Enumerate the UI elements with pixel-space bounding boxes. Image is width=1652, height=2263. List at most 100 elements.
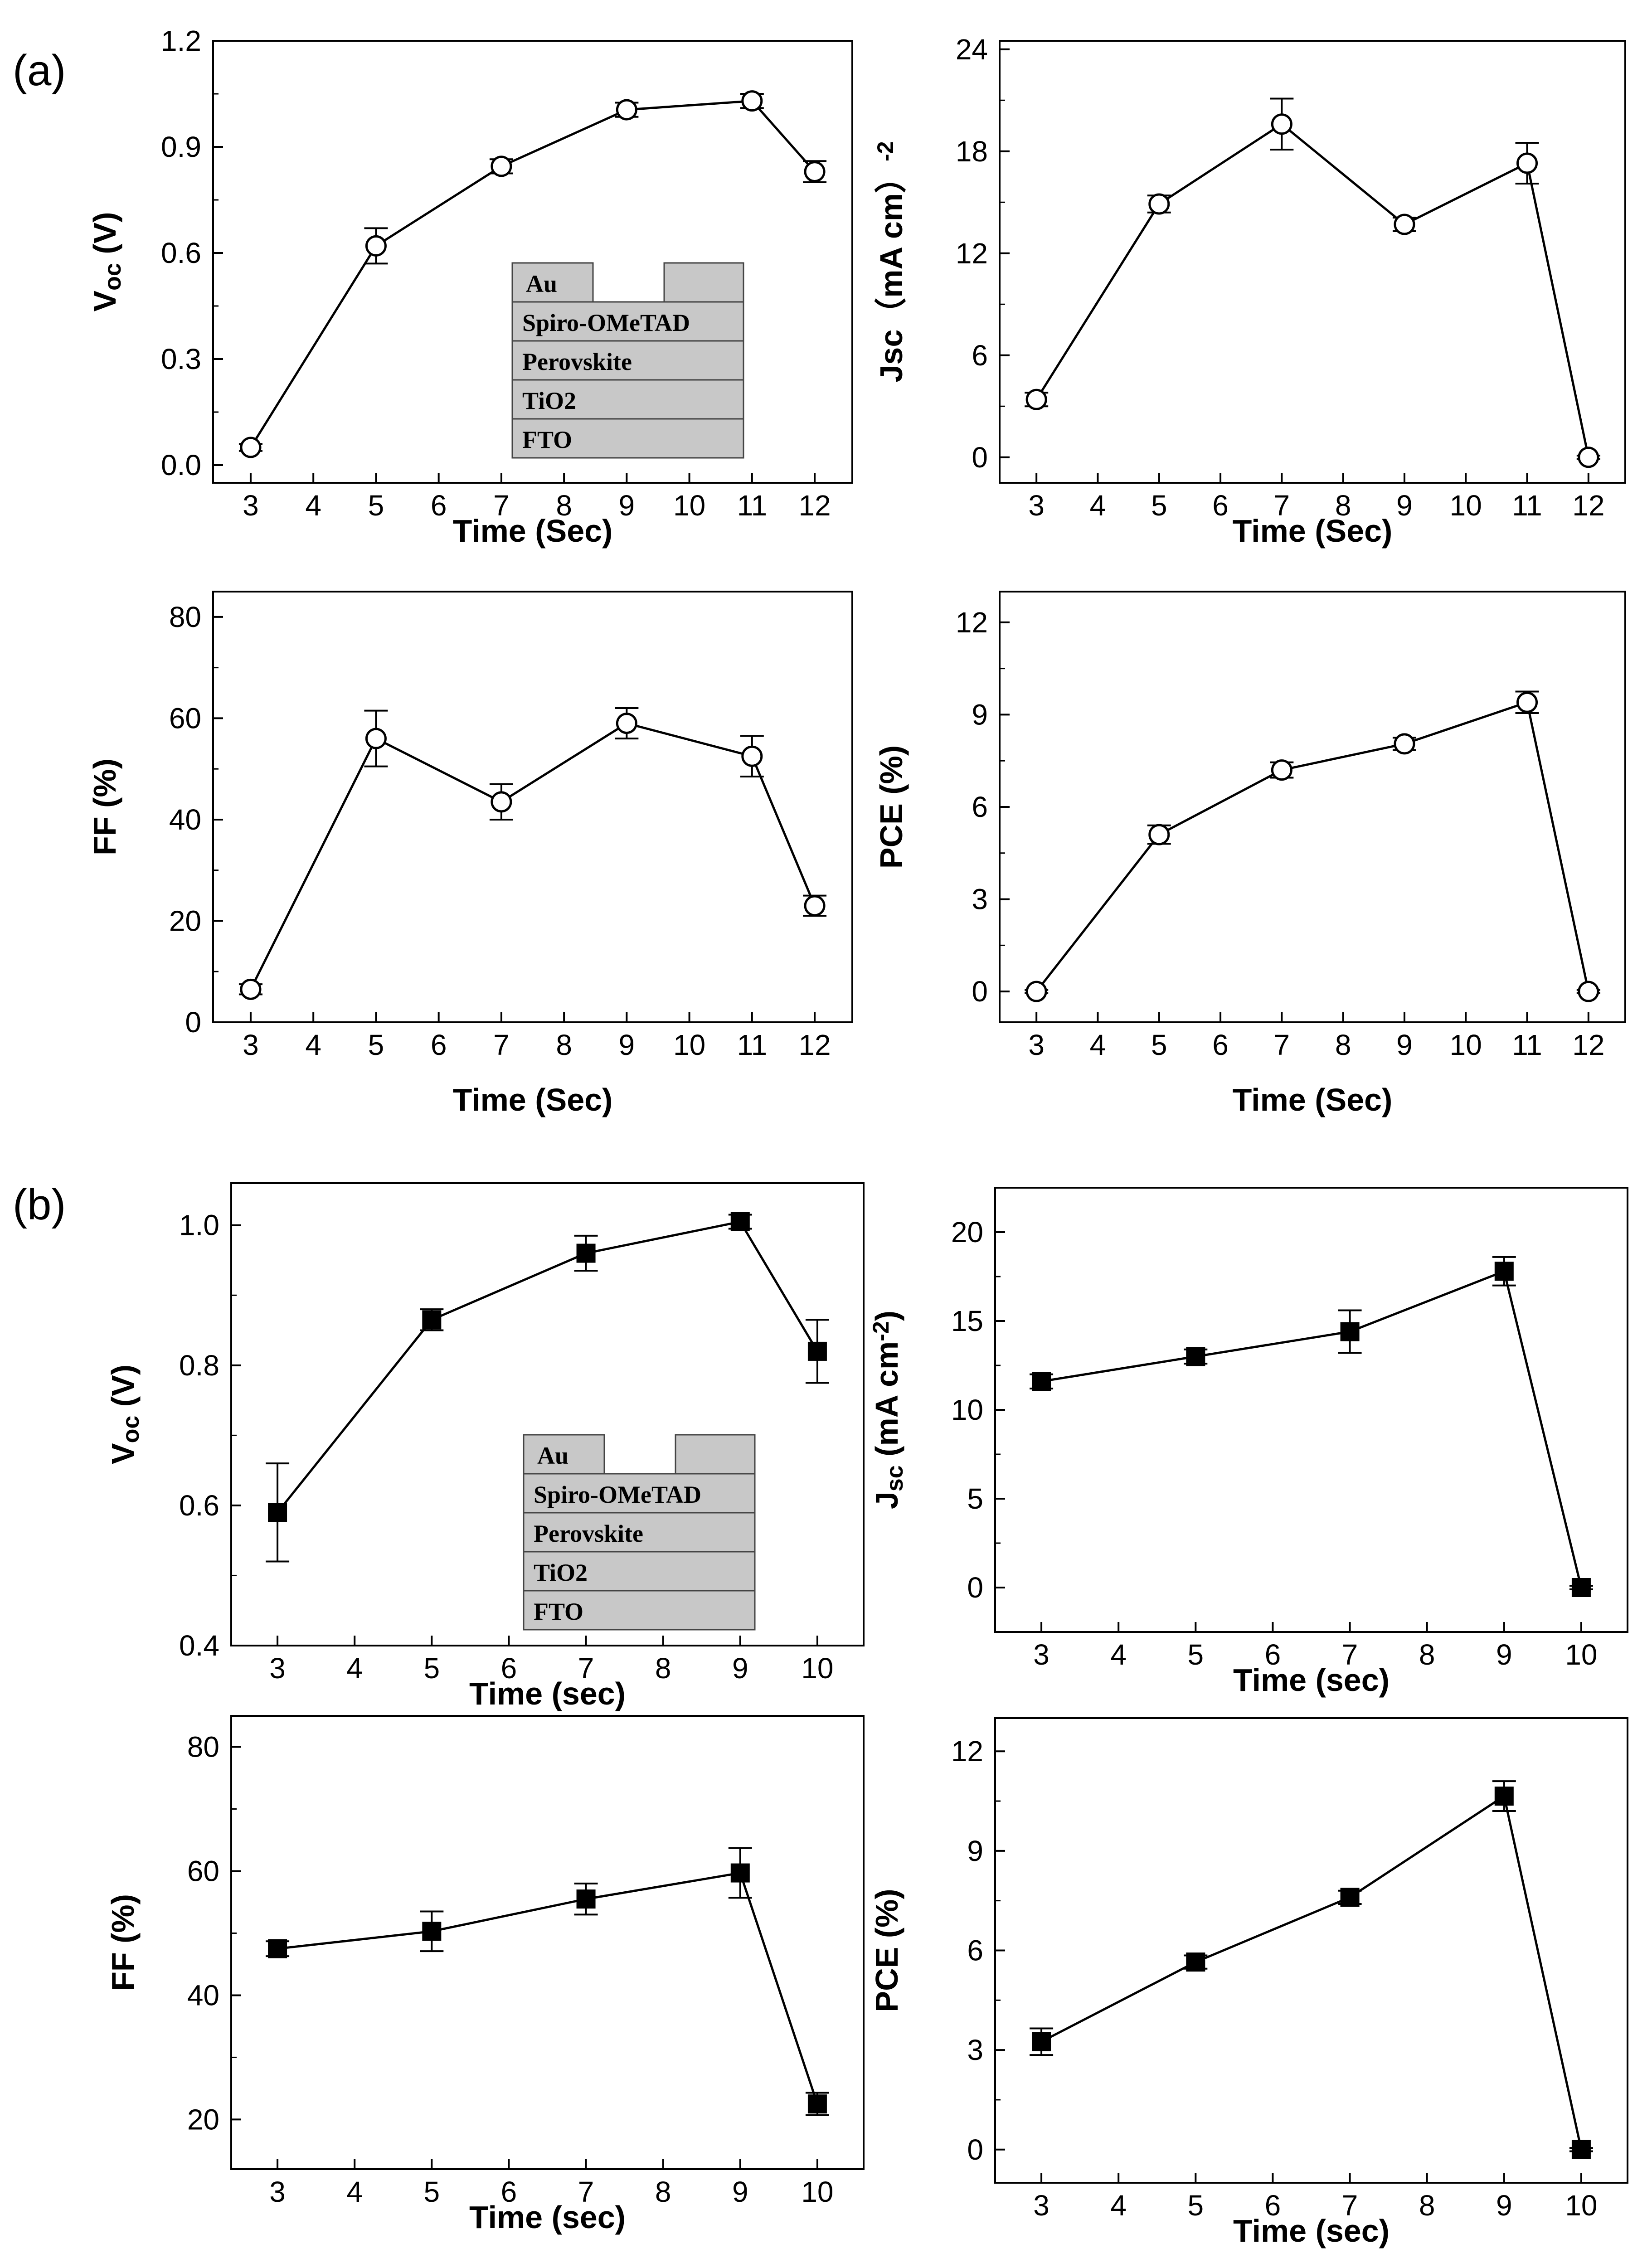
x-tick-label: 6 — [431, 1029, 447, 1061]
data-point — [1516, 691, 1538, 713]
data-point — [1025, 981, 1047, 1002]
y-axis-title-part: (mA cm — [869, 1341, 904, 1466]
data-point — [491, 155, 512, 177]
data-point — [804, 161, 826, 183]
x-tick-label: 4 — [305, 489, 321, 522]
y-tick-label: 80 — [169, 601, 201, 633]
x-axis-title: Time (Sec) — [453, 1082, 613, 1117]
y-tick-label: 0.6 — [179, 1489, 219, 1522]
data-point — [422, 1922, 442, 1941]
layer-label-au: Au — [537, 1442, 568, 1469]
x-axis-title: Time (sec) — [1233, 2213, 1390, 2248]
x-tick-label: 9 — [1396, 489, 1413, 522]
x-tick-label: 7 — [493, 489, 510, 522]
x-tick-label: 7 — [1274, 1029, 1290, 1061]
series-line — [1035, 701, 1590, 992]
layer-label: FTO — [522, 426, 572, 453]
x-tick-label: 7 — [1342, 2189, 1358, 2222]
layer-label: TiO2 — [534, 1559, 588, 1586]
y-tick-label: 80 — [187, 1730, 219, 1763]
y-tick-label: 0 — [967, 1571, 983, 1604]
y-tick-label: 12 — [956, 606, 988, 639]
data-point — [804, 895, 826, 917]
x-tick-label: 10 — [673, 489, 705, 522]
series-line — [1041, 1269, 1583, 1588]
x-tick-label: 12 — [798, 1029, 831, 1061]
y-axis-title-part: (V) — [87, 212, 122, 263]
y-tick-label: 15 — [951, 1305, 983, 1337]
y-tick-label: 9 — [972, 698, 988, 731]
y-tick-label: 12 — [956, 237, 988, 270]
data-point — [422, 1310, 442, 1330]
data-point — [240, 437, 262, 458]
y-tick-label: 40 — [169, 803, 201, 836]
x-tick-label: 6 — [1212, 1029, 1229, 1061]
x-tick-label: 3 — [243, 489, 259, 522]
layer-label: FTO — [534, 1598, 583, 1625]
layer-label-au: Au — [526, 270, 557, 297]
y-tick-label: 0 — [185, 1006, 201, 1039]
x-tick-label: 7 — [578, 1652, 594, 1685]
y-tick-label: 6 — [972, 339, 988, 372]
x-tick-label: 8 — [556, 489, 572, 522]
x-tick-label: 6 — [501, 2176, 517, 2208]
layer-au-right — [675, 1434, 756, 1475]
y-axis-title-part: oc — [118, 1416, 144, 1443]
x-tick-label: 11 — [737, 489, 767, 522]
data-point — [807, 1341, 827, 1361]
y-tick-label: 0.9 — [161, 131, 201, 163]
y-tick-label: 0 — [967, 2133, 983, 2166]
x-axis-title: Time (sec) — [469, 1676, 626, 1711]
chart-5: 3 4 5 6 7 8 9 10 0.4 0.6 0.8 1.0 Time (sec) Voc (V) Au… — [105, 1182, 865, 1711]
y-axis-title: FF (%) — [87, 758, 122, 855]
data-point — [1186, 1347, 1205, 1366]
plot-frame — [212, 591, 853, 1023]
layer-label: Perovskite — [522, 348, 632, 375]
data-point — [1271, 759, 1292, 781]
x-tick-label: 3 — [1028, 1029, 1045, 1061]
data-point — [268, 1939, 287, 1958]
x-tick-label: 8 — [1335, 489, 1351, 522]
y-tick-label: 5 — [967, 1482, 983, 1515]
x-tick-label: 4 — [305, 1029, 321, 1061]
plot-frame — [994, 1717, 1628, 2184]
x-tick-label: 7 — [493, 1029, 510, 1061]
x-tick-label: 5 — [1188, 1638, 1204, 1671]
x-tick-label: 10 — [1450, 489, 1482, 522]
data-point — [365, 728, 387, 749]
data-point — [1340, 1888, 1360, 1907]
x-tick-label: 5 — [424, 2176, 440, 2208]
data-point — [741, 745, 763, 767]
y-tick-label: 10 — [951, 1394, 983, 1426]
y-tick-label: 24 — [956, 33, 988, 66]
data-point — [1394, 214, 1415, 235]
series-line — [249, 722, 816, 990]
x-tick-label: 5 — [368, 1029, 384, 1061]
y-tick-label: 60 — [187, 1855, 219, 1887]
x-tick-label: 11 — [737, 1029, 767, 1061]
x-tick-label: 10 — [801, 2176, 833, 2208]
data-point — [240, 978, 262, 1000]
x-tick-label: 6 — [431, 489, 447, 522]
y-tick-label: 20 — [169, 904, 201, 937]
layer-label: Spiro-OMeTAD — [522, 309, 690, 336]
x-tick-label: 5 — [1151, 489, 1167, 522]
plot-frame — [999, 40, 1626, 484]
data-point — [1032, 1372, 1051, 1391]
y-axis-title-part: PCE (%) — [874, 745, 909, 869]
data-point — [1271, 113, 1292, 135]
y-axis-title-part: (V) — [105, 1365, 141, 1416]
x-tick-label: 10 — [673, 1029, 705, 1061]
y-axis-title-part: ) — [869, 1311, 904, 1321]
x-tick-label: 12 — [1572, 489, 1604, 522]
y-axis-title-part: Jsc（mA cm — [874, 193, 909, 383]
x-tick-label: 10 — [1450, 1029, 1482, 1061]
x-tick-label: 4 — [346, 1652, 363, 1685]
x-tick-label: 10 — [1565, 2189, 1597, 2222]
data-point — [1571, 2140, 1591, 2159]
x-tick-label: 8 — [556, 1029, 572, 1061]
layer-spiro-ometad — [511, 301, 744, 342]
y-axis-title: PCE (%) — [869, 1889, 904, 2012]
data-point — [1148, 824, 1170, 845]
x-tick-label: 3 — [269, 2176, 286, 2208]
